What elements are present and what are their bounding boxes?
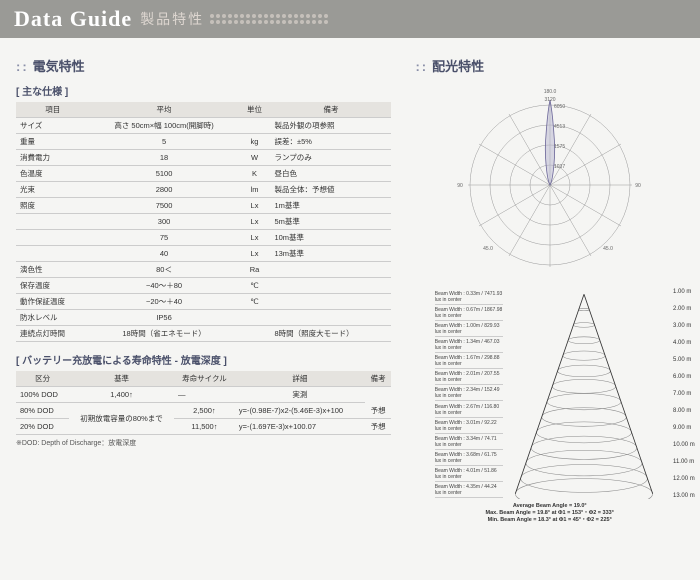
subsection-title-spec: [ 主な仕様 ] (16, 83, 391, 98)
header-title: Data Guide (14, 6, 132, 32)
header-bar: Data Guide 製品特性 (0, 0, 700, 38)
header-subtitle: 製品特性 (140, 9, 204, 29)
table-row: 照度7500Lx1m基準 (16, 198, 391, 214)
polar-chart: 180.0 3120 90 90 45.0 45.0 1037 1575 4513 6050 (450, 85, 650, 275)
svg-text:45.0: 45.0 (483, 246, 493, 252)
table-header: 平均 (90, 102, 239, 118)
table-row: 動作保証温度−20～＋40℃ (16, 294, 391, 310)
table-row: 連続点灯時間18時間（省エネモード）8時間（照度大モード） (16, 326, 391, 342)
svg-text:90: 90 (457, 183, 463, 189)
table-header: 単位 (239, 102, 271, 118)
svg-text:3120: 3120 (544, 97, 555, 103)
beam-diagram: Beam Width : 0.33m / 7471.93 lux in cent… (435, 289, 665, 499)
table-row: 100% DOD1,400↑—実測 (16, 387, 391, 403)
beam-footer: Average Beam Angle = 19.0°Max. Beam Angl… (486, 503, 614, 524)
table-row: 色温度5100K昼白色 (16, 166, 391, 182)
svg-text:45.0: 45.0 (603, 246, 613, 252)
subsection-title-battery: [ バッテリー充放電による寿命特性 - 放電深度 ] (16, 352, 391, 367)
svg-text:1037: 1037 (554, 164, 565, 170)
table-row: 75Lx10m基準 (16, 230, 391, 246)
section-title-light: 配光特性 (415, 56, 484, 75)
table-row: 消費電力18Wランプのみ (16, 150, 391, 166)
table-header: 備考 (270, 102, 391, 118)
spec-table: 項目平均単位備考 サイズ高さ 50cm×幅 100cm(開脚時)製品外観の項参照… (16, 102, 391, 342)
table-row: 40Lx13m基準 (16, 246, 391, 262)
table-row: 80% DOD初期放電容量の80%まで2,500↑y=-(0.98E-7)x2-… (16, 403, 391, 419)
table-row: サイズ高さ 50cm×幅 100cm(開脚時)製品外観の項参照 (16, 118, 391, 134)
battery-table: 区分基準寿命サイクル詳細備考 100% DOD1,400↑—実測80% DOD初… (16, 371, 391, 435)
svg-text:4513: 4513 (554, 124, 565, 130)
table-header: 項目 (16, 102, 90, 118)
table-row: 保存温度−40～＋80℃ (16, 278, 391, 294)
svg-text:90: 90 (635, 183, 641, 189)
footnote-dod: ※DOD: Depth of Discharge：放電深度 (16, 438, 391, 448)
section-title-electric: 電気特性 (16, 56, 391, 75)
table-row: 演色性80＜Ra (16, 262, 391, 278)
table-row: 防水レベルIP56 (16, 310, 391, 326)
header-dots-icon (210, 14, 328, 24)
beam-left-labels: Beam Width : 0.33m / 7471.93 lux in cent… (435, 289, 503, 499)
svg-text:180.0: 180.0 (543, 89, 556, 95)
table-row: 重量5kg誤差：±5% (16, 134, 391, 150)
svg-text:1575: 1575 (554, 144, 565, 150)
beam-distance-labels: 1.00 m2.00 m3.00 m4.00 m5.00 m6.00 m7.00… (673, 289, 695, 499)
table-row: 300Lx5m基準 (16, 214, 391, 230)
table-row: 光束2800lm製品全体：予想値 (16, 182, 391, 198)
svg-text:6050: 6050 (554, 104, 565, 110)
